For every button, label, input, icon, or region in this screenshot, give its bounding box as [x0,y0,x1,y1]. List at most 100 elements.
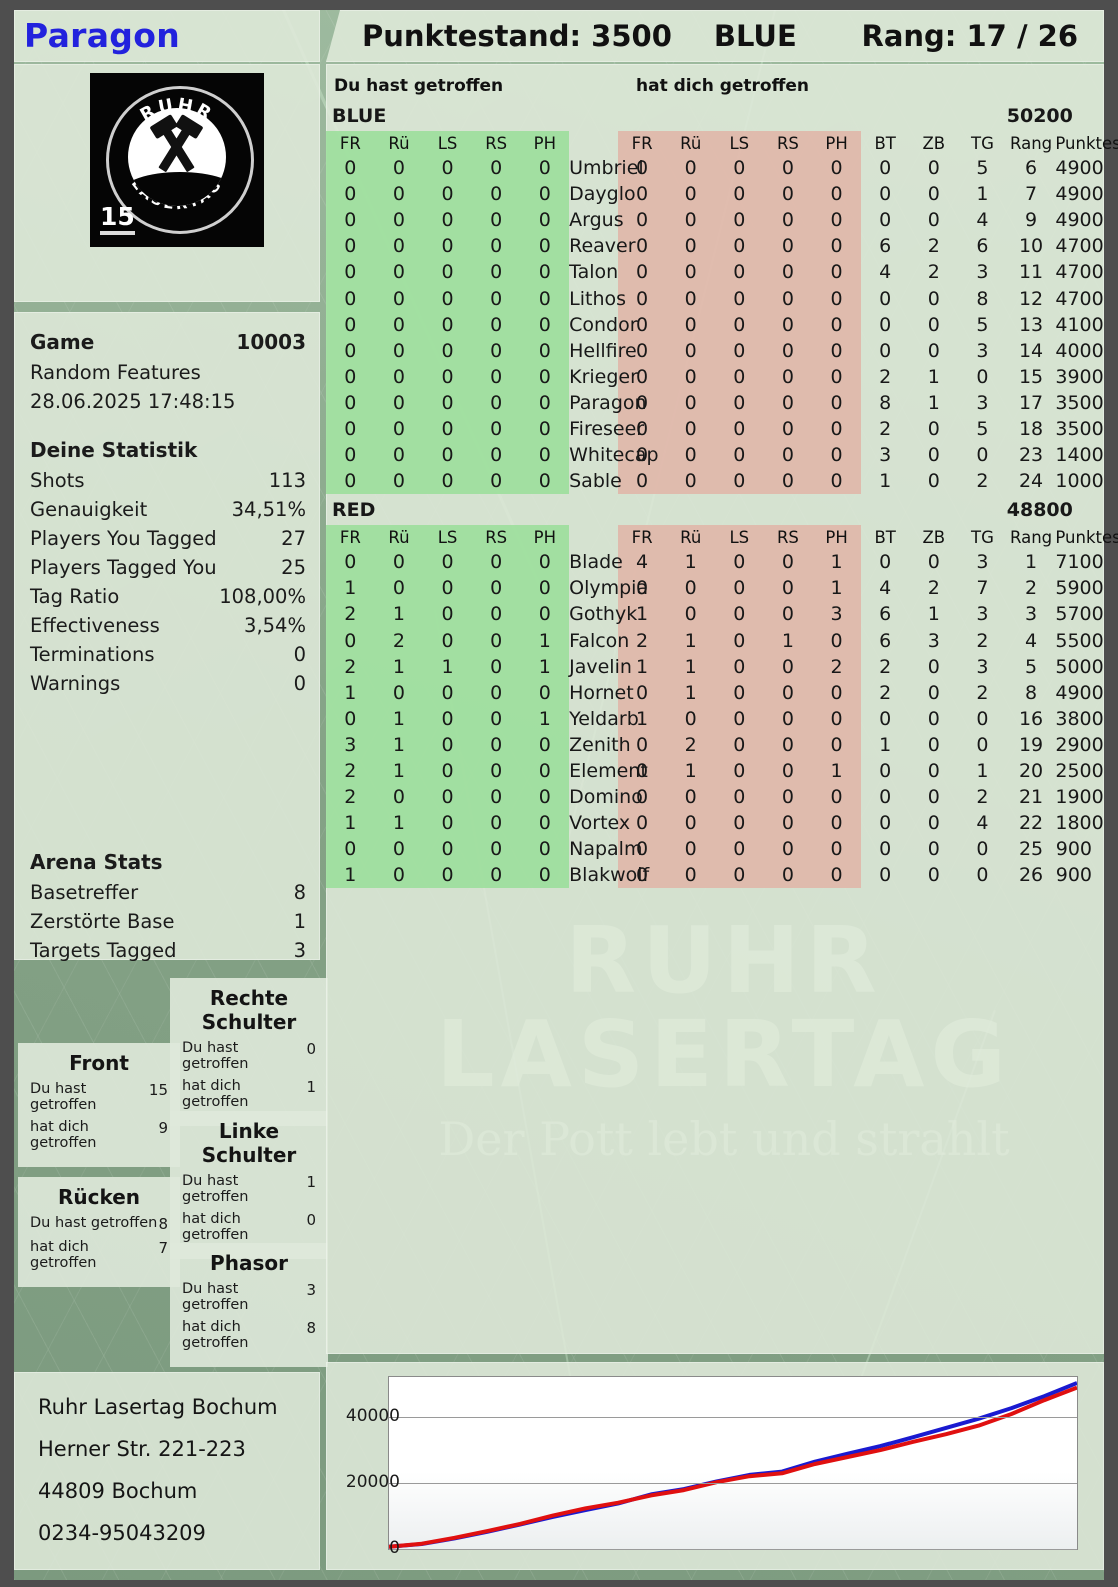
cell-tg: 3 [976,339,989,362]
cell-hit-you: 0 [666,233,715,260]
hit-zone-you-hit-label: Du hast getroffen [30,1215,158,1231]
table-row[interactable]: 0 0 0 0 0 Umbriel 0 0 0 0 0 0 0 5 6 4900 [326,155,1104,182]
cell-you-hit: 0 [471,601,521,628]
cell-score: 4000 [1055,339,1104,362]
table-row[interactable]: 0 0 0 0 0 Sable 0 0 0 0 0 1 0 2 24 1000 [326,468,1104,495]
table-row[interactable]: 0 0 0 0 0 Condor 0 0 0 0 0 0 0 5 13 4100 [326,311,1104,338]
cell-you-hit: 1 [520,653,570,680]
table-row[interactable]: 0 0 0 0 0 Blade 4 1 0 0 1 0 0 3 1 7100 [326,549,1104,576]
cell-hit-you: 0 [617,389,667,416]
hit-zone-hit-you-row: hat dich getroffen 1 [182,1078,316,1110]
cell-hit-you: 0 [812,679,861,706]
cell-hit-you: 0 [812,181,861,208]
personal-stat-row: Effectiveness 3,54% [30,611,306,640]
cell-tg: 3 [976,603,989,626]
cell-player-name: Condor [569,313,638,336]
cell-hit-you: 0 [763,389,813,416]
cell-you-hit: 0 [423,705,472,732]
cell-hit-you: 0 [617,810,667,837]
col-header-them-RS: RS [763,131,813,155]
cell-tg: 3 [976,551,989,574]
table-row[interactable]: 0 0 0 0 0 Argus 0 0 0 0 0 0 0 4 9 4900 [326,207,1104,234]
cell-you-hit: 0 [520,233,570,260]
table-row[interactable]: 0 0 0 0 0 Napalm 0 0 0 0 0 0 0 0 25 900 [326,836,1104,863]
table-row[interactable]: 2 1 0 0 0 Gothyk 1 0 0 0 3 6 1 3 3 5700 [326,601,1104,628]
hit-zone-hit-you-row: hat dich getroffen 9 [30,1119,168,1151]
table-row[interactable]: 1 0 0 0 0 Blakwolf 0 0 0 0 0 0 0 0 26 900 [326,862,1104,889]
game-id: 10003 [236,330,306,354]
cell-you-hit: 0 [423,155,472,182]
cell-you-hit: 1 [374,757,424,785]
col-header-you-FR: FR [326,131,375,155]
cell-rang: 24 [1018,470,1044,493]
cell-hit-you: 0 [812,207,861,234]
cell-you-hit: 0 [326,207,375,234]
table-row[interactable]: 1 1 0 0 0 Vortex 0 0 0 0 0 0 0 4 22 1800 [326,810,1104,837]
chart-series-blue [389,1383,1077,1547]
logo-ring [106,86,254,234]
table-row[interactable]: 0 0 0 0 0 Fireseer 0 0 0 0 0 2 0 5 18 3500 [326,415,1104,443]
team-total: 50200 [1006,104,1073,127]
chart-plot-area [388,1376,1078,1550]
table-row[interactable]: 1 0 0 0 0 Olympia 0 0 0 0 1 4 2 7 2 5900 [326,575,1104,602]
table-row[interactable]: 0 0 0 0 0 Whitecap 0 0 0 0 0 3 0 0 23 1400 [326,442,1104,469]
cell-rang: 4 [1025,629,1038,652]
table-row[interactable]: 2 0 0 0 0 Domino 0 0 0 0 0 0 0 2 21 1900 [326,784,1104,811]
cell-hit-you: 0 [763,207,813,234]
cell-score: 5000 [1055,655,1104,678]
game-mode: Random Features [30,360,201,384]
chart-y-tick-label: 0 [389,1538,400,1558]
cell-hit-you: 0 [617,207,667,234]
cell-tg: 1 [976,760,989,783]
cell-hit-you: 0 [763,810,813,837]
cell-zb: 1 [927,365,940,388]
chart-y-tick-label: 40000 [345,1405,400,1426]
col-header-you-PH: PH [520,131,570,155]
cell-hit-you: 1 [617,601,667,628]
table-row[interactable]: 0 2 0 0 1 Falcon 2 1 0 1 0 6 3 2 4 5500 [326,627,1104,654]
cell-bt: 6 [879,603,892,626]
table-row[interactable]: 2 1 0 0 0 Element 0 1 0 0 1 0 0 1 20 2500 [326,757,1104,785]
table-row[interactable]: 0 0 0 0 0 Lithos 0 0 0 0 0 0 0 8 12 4700 [326,285,1104,312]
address-panel: Ruhr Lasertag Bochum Herner Str. 221-223 4… [14,1372,320,1570]
cell-hit-you: 0 [666,442,715,469]
cell-hit-you: 0 [617,311,667,338]
table-row[interactable]: 0 0 0 0 0 Talon 0 0 0 0 0 4 2 3 11 4700 [326,259,1104,286]
table-row[interactable]: 3 1 0 0 0 Zenith 0 2 0 0 0 1 0 0 19 2900 [326,731,1104,758]
chart-y-tick-label: 20000 [345,1471,400,1492]
hit-zone-hit-you-value: 9 [158,1119,168,1137]
table-row[interactable]: 0 1 0 0 1 Yeldarb 1 0 0 0 0 0 0 0 16 3800 [326,705,1104,732]
cell-you-hit: 0 [520,862,570,889]
cell-player-name: Argus [569,209,624,232]
cell-you-hit: 0 [423,311,472,338]
cell-you-hit: 1 [326,862,375,889]
cell-hit-you: 0 [715,575,764,602]
chart-lines [389,1377,1077,1549]
cell-player-name: Blade [569,551,623,574]
hit-zone-box-ruecken: Rücken Du hast getroffen 8 hat dich getr… [18,1177,180,1287]
cell-score: 4900 [1055,209,1104,232]
cell-hit-you: 0 [666,285,715,312]
table-row[interactable]: 0 0 0 0 0 Krieger 0 0 0 0 0 2 1 0 15 3900 [326,363,1104,390]
cell-player-name: Hellfire [569,339,637,362]
table-row[interactable]: 2 1 1 0 1 Javelin 1 1 0 0 2 2 0 3 5 5000 [326,653,1104,680]
cell-you-hit: 0 [520,679,570,706]
table-row[interactable]: 0 0 0 0 0 Dayglo 0 0 0 0 0 0 0 1 7 4900 [326,181,1104,208]
table-row[interactable]: 1 0 0 0 0 Hornet 0 1 0 0 0 2 0 2 8 4900 [326,679,1104,706]
table-row[interactable]: 0 0 0 0 0 Reaver 0 0 0 0 0 6 2 6 10 4700 [326,233,1104,260]
cell-bt: 0 [879,707,892,730]
table-row[interactable]: 0 0 0 0 0 Hellfire 0 0 0 0 0 0 0 3 14 4000 [326,337,1104,364]
cell-bt: 2 [879,365,892,388]
personal-stat-label: Players You Tagged [30,526,217,550]
cell-bt: 0 [879,313,892,336]
cell-you-hit: 1 [374,653,424,680]
cell-you-hit: 0 [471,207,521,234]
cell-bt: 0 [879,183,892,206]
cell-hit-you: 0 [666,601,715,628]
personal-stat-row: Players Tagged You 25 [30,553,306,582]
cell-hit-you: 1 [666,549,715,576]
cell-you-hit: 0 [374,181,424,208]
table-row[interactable]: 0 0 0 0 0 Paragon 0 0 0 0 0 8 1 3 17 3500 [326,389,1104,416]
cell-player-name: Talon [569,261,619,284]
column-header-row: FRRüLSRSPHFRRüLSRSPHBTZBTGRangPunktestan… [326,131,1118,155]
